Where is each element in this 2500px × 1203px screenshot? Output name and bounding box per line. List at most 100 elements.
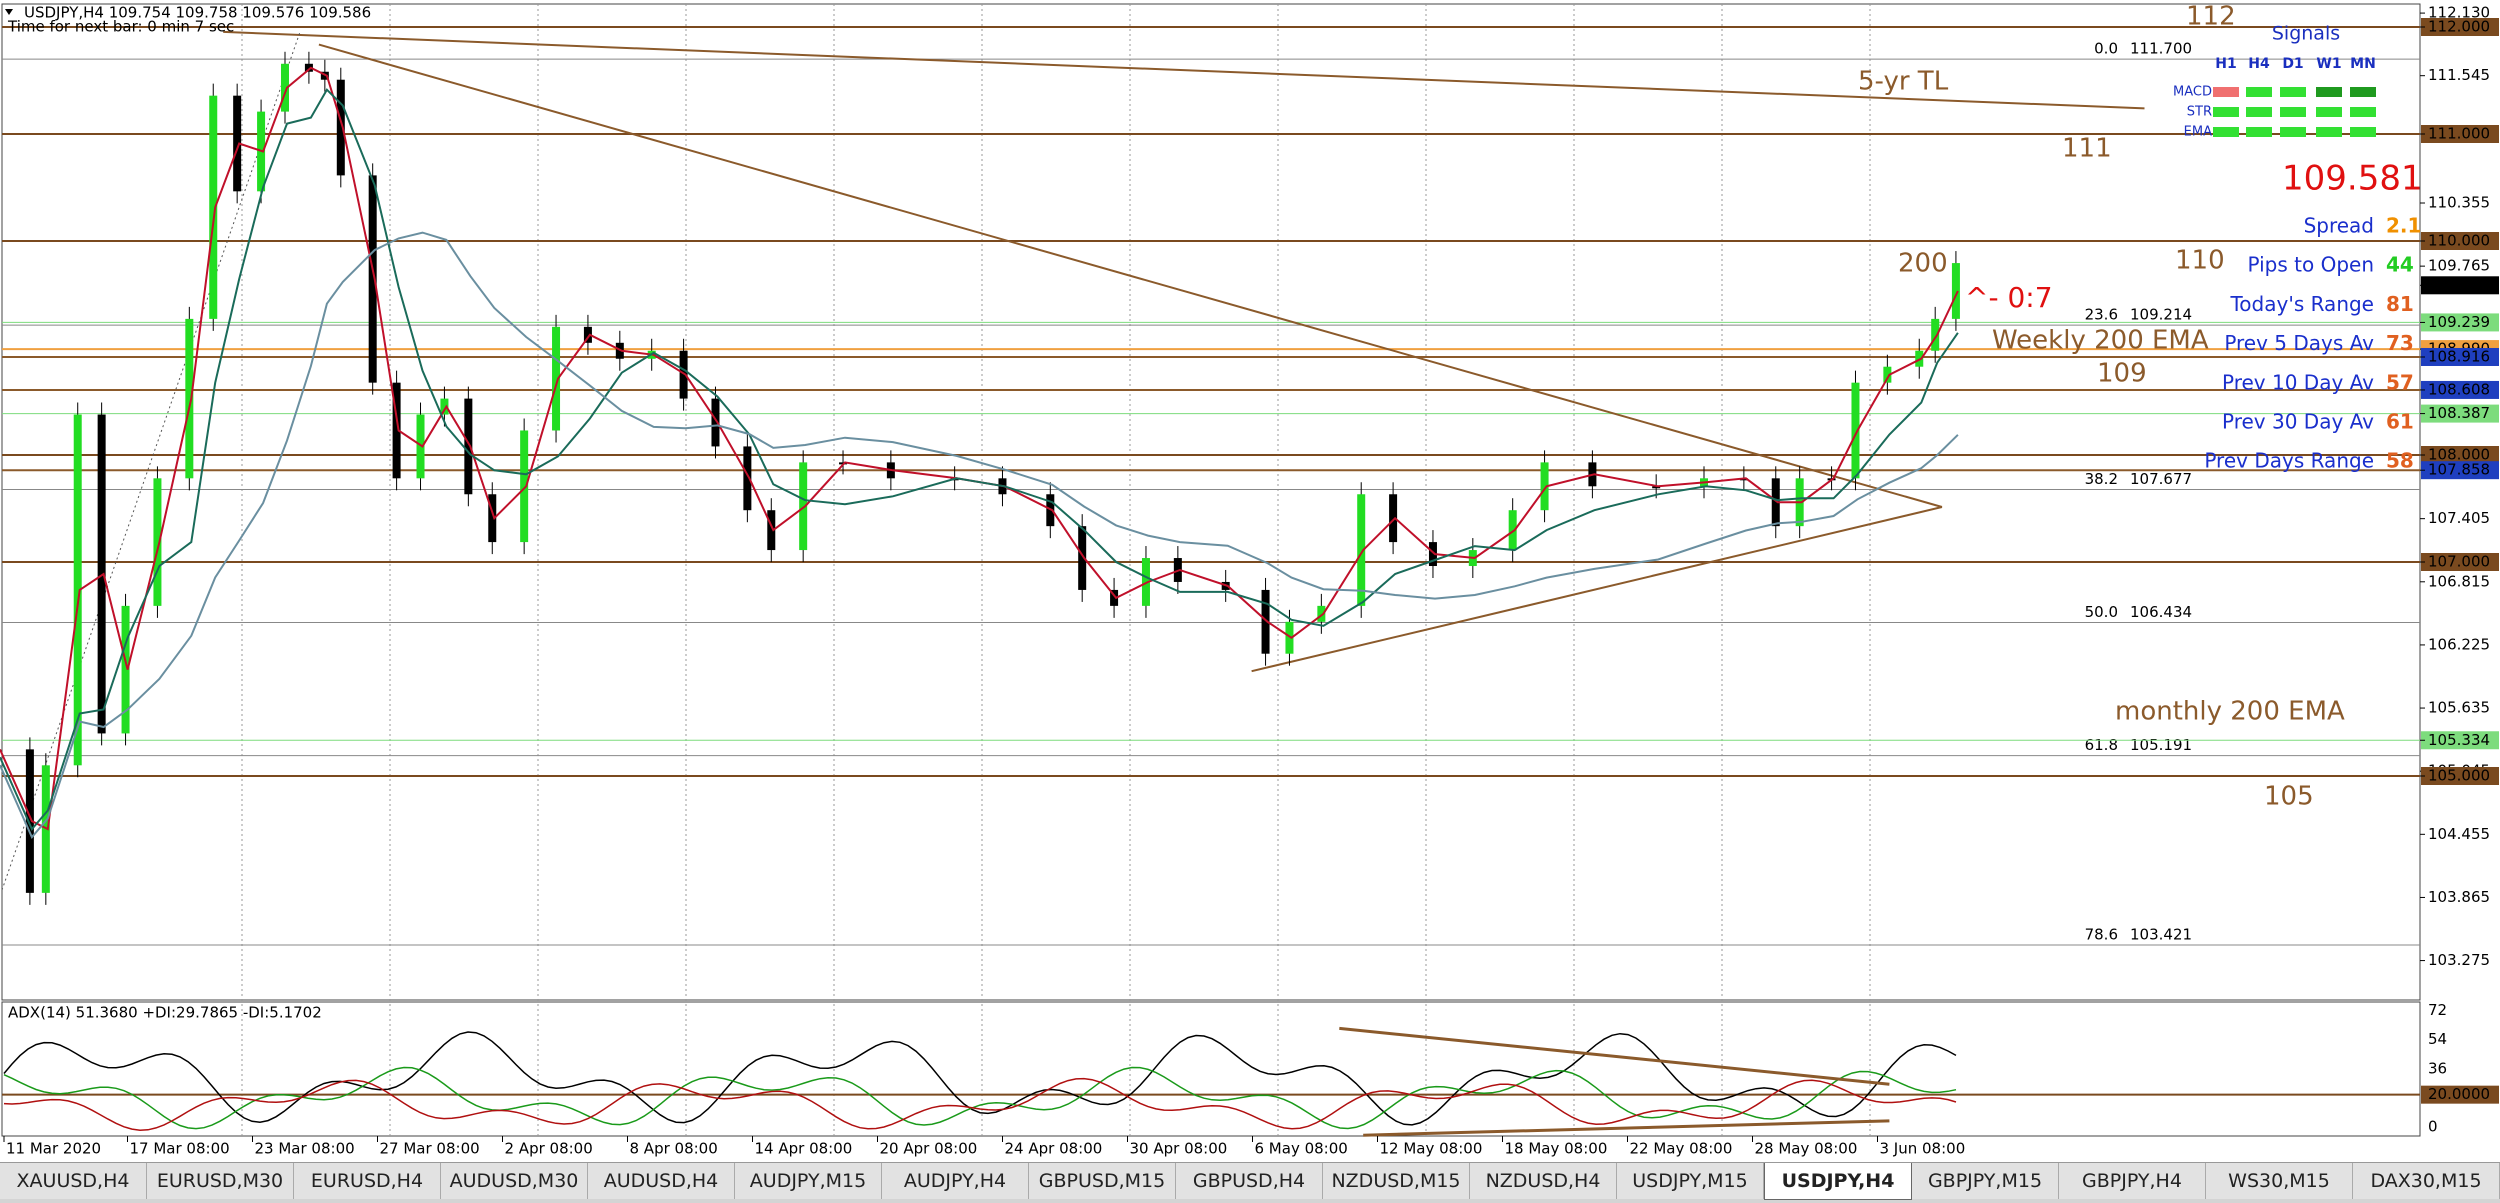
price-label: 107.405 (2428, 509, 2490, 527)
candle (1428, 542, 1437, 567)
annotation: 105 (2264, 782, 2314, 812)
price-box (2421, 347, 2499, 366)
candle (185, 318, 194, 479)
price-label: 105.635 (2428, 699, 2490, 717)
chart-tab[interactable]: NZDUSD,H4 (1470, 1163, 1617, 1199)
candle (233, 95, 242, 192)
candle (392, 382, 401, 479)
price-box (2421, 18, 2499, 36)
candle (1851, 382, 1860, 479)
fib-price: 106.434 (2130, 603, 2192, 621)
fib-level: 38.2 (2085, 470, 2118, 488)
price-label: 106.225 (2428, 635, 2490, 653)
chart-tab[interactable]: NZDUSD,M15 (1323, 1163, 1470, 1199)
ma-mid (0, 88, 1959, 831)
time-label: 6 May 08:00 (1255, 1140, 1348, 1158)
chart-tab[interactable]: GBPJPY,M15 (1912, 1163, 2059, 1199)
fib-diagonal (1, 31, 301, 891)
trend-line (1251, 506, 1943, 673)
stat-value: 61 (2386, 410, 2414, 434)
indicator-label: 20.0000 (2428, 1085, 2490, 1103)
signal-column: H1 (2215, 56, 2236, 72)
candle (1110, 589, 1119, 606)
signal-cell (2213, 127, 2239, 137)
time-label: 20 Apr 08:00 (880, 1140, 978, 1158)
annotation: monthly 200 EMA (2115, 697, 2345, 727)
fib-price: 111.700 (2130, 40, 2192, 58)
candle (1951, 263, 1960, 319)
price-box (2421, 767, 2499, 785)
background (0, 0, 2500, 1162)
chart-tab[interactable]: USDJPY,M15 (1617, 1163, 1764, 1199)
signal-cell (2280, 87, 2306, 97)
candle (767, 510, 776, 551)
stat-value: 81 (2386, 292, 2414, 316)
fib-level: 50.0 (2085, 603, 2118, 621)
price-label: 107.000 (2428, 553, 2490, 571)
price-label: 107.858 (2428, 461, 2490, 479)
annotation: 110 (2175, 246, 2225, 276)
chart-tab[interactable]: GBPJPY,H4 (2059, 1163, 2206, 1199)
annotation: ^- 0:7 (1965, 281, 2053, 314)
indicator-label: 54 (2428, 1030, 2447, 1048)
stat-label: Prev Days Range (2204, 449, 2374, 473)
candle (488, 494, 497, 543)
signal-cell (2350, 87, 2376, 97)
annotation: 109 (2097, 359, 2147, 389)
time-label: 8 Apr 08:00 (630, 1140, 718, 1158)
price-box (2421, 380, 2499, 399)
chart-tab[interactable]: AUDJPY,H4 (882, 1163, 1029, 1199)
chart-tab[interactable]: EURUSD,H4 (294, 1163, 441, 1199)
signal-row: STR (2187, 105, 2212, 120)
fib-price: 107.677 (2130, 470, 2192, 488)
time-label: 22 May 08:00 (1630, 1140, 1733, 1158)
candle (1883, 366, 1892, 383)
chart-tab[interactable]: GBPUSD,M15 (1029, 1163, 1176, 1199)
time-label: 18 May 08:00 (1505, 1140, 1608, 1158)
signal-column: W1 (2316, 56, 2341, 72)
candle (1078, 526, 1087, 590)
signal-cell (2350, 127, 2376, 137)
candle (1652, 486, 1661, 489)
candle (1317, 605, 1326, 622)
candle (280, 63, 289, 112)
fib-price: 103.421 (2130, 925, 2192, 943)
candle (552, 326, 561, 431)
chart-tab[interactable]: AUDJPY,M15 (735, 1163, 882, 1199)
chart-tab[interactable]: WS30,M15 (2206, 1163, 2353, 1199)
chart-tab[interactable]: AUDUSD,H4 (588, 1163, 735, 1199)
price-label: 106.815 (2428, 572, 2490, 590)
chart-tab[interactable]: AUDUSD,M30 (441, 1163, 588, 1199)
trend-line (223, 30, 2145, 110)
annotation: 111 (2062, 134, 2112, 164)
candle (1357, 494, 1366, 606)
trend-line (1339, 1026, 1890, 1086)
candle (799, 462, 808, 551)
collapse-icon[interactable] (5, 9, 13, 15)
signal-cell (2316, 107, 2342, 117)
chart-tab[interactable]: XAUUSD,H4 (0, 1163, 147, 1199)
candle (464, 398, 473, 495)
ma-slow (0, 231, 1959, 839)
time-label: 17 Mar 08:00 (130, 1140, 230, 1158)
time-label: 12 May 08:00 (1380, 1140, 1483, 1158)
candle (121, 605, 130, 734)
price-label: 103.275 (2428, 951, 2490, 969)
chart-tab[interactable]: USDJPY,H4 (1764, 1163, 1912, 1200)
trend-line (1363, 1119, 1890, 1137)
chart-tab[interactable]: EURUSD,M30 (147, 1163, 294, 1199)
chart-tab[interactable]: GBPUSD,H4 (1176, 1163, 1323, 1199)
time-label: 2 Apr 08:00 (505, 1140, 593, 1158)
price-label: 111.000 (2428, 125, 2490, 143)
stat-label: Prev 30 Day Av (2222, 410, 2374, 434)
signal-cell (2350, 107, 2376, 117)
price-label: 112.000 (2428, 18, 2490, 36)
candle (368, 175, 377, 383)
tab-bar: XAUUSD,H4 EURUSD,M30 EURUSD,H4 AUDUSD,M30 AU… (0, 1162, 2500, 1203)
indicator-line (3, 1031, 1957, 1126)
chart-tab[interactable]: DAX30,M15 (2353, 1163, 2500, 1199)
signal-column: H4 (2248, 56, 2270, 72)
candle (583, 326, 592, 343)
stat-value: 2.1 (2386, 214, 2421, 238)
candle (711, 398, 720, 447)
